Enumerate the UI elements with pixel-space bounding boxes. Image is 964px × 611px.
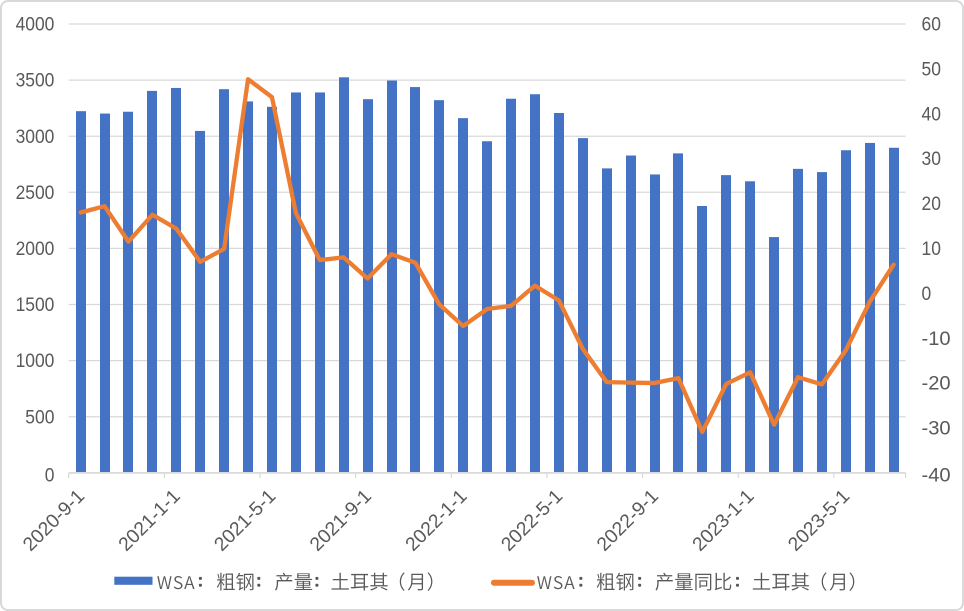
svg-text:3000: 3000 <box>16 127 55 148</box>
svg-text:-10: -10 <box>922 329 951 350</box>
svg-text:10: 10 <box>922 239 941 260</box>
svg-text:500: 500 <box>25 407 54 428</box>
svg-text:2000: 2000 <box>16 239 55 260</box>
svg-text:1500: 1500 <box>16 295 55 316</box>
svg-text:4000: 4000 <box>16 15 55 36</box>
svg-text:20: 20 <box>922 194 941 215</box>
svg-text:1000: 1000 <box>16 351 55 372</box>
svg-text:60: 60 <box>922 15 941 36</box>
svg-text:2500: 2500 <box>16 183 55 204</box>
svg-text:-20: -20 <box>922 374 951 395</box>
svg-text:-30: -30 <box>922 419 951 440</box>
svg-text:-40: -40 <box>922 465 951 486</box>
svg-text:40: 40 <box>922 104 941 125</box>
svg-text:30: 30 <box>922 149 941 170</box>
svg-text:3500: 3500 <box>16 71 55 92</box>
svg-text:0: 0 <box>922 284 932 305</box>
svg-text:0: 0 <box>45 465 55 486</box>
svg-text:50: 50 <box>922 59 941 80</box>
